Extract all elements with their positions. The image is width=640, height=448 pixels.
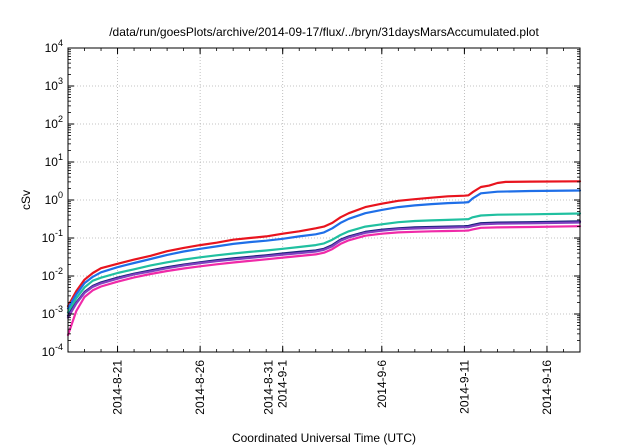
series-line-1	[66, 180, 582, 308]
x-tick-label: 2014-8-21	[111, 360, 125, 415]
y-tick-label: 103	[45, 76, 63, 93]
grid	[68, 48, 580, 352]
y-tick-label: 10-1	[42, 228, 63, 245]
y-tick-label: 10-2	[42, 266, 63, 283]
chart-title: /data/run/goesPlots/archive/2014-09-17/f…	[109, 25, 539, 39]
x-tick-label: 2014-9-1	[276, 360, 290, 408]
x-tick-label: 2014-8-26	[193, 360, 207, 415]
series-line-5	[66, 221, 582, 319]
x-tick-label: 2014-9-16	[540, 360, 554, 415]
series-group	[66, 180, 582, 337]
axes: 10-4 10-3 10-2 10-1 100 101 102 103 104 2014-8-21…	[42, 38, 581, 415]
y-tick-label: 102	[45, 114, 63, 131]
x-tick-label: 2014-9-11	[457, 360, 471, 414]
y-tick-label: 101	[45, 152, 63, 169]
x-tick-label: 2014-9-6	[375, 360, 389, 408]
series-line-2	[66, 189, 582, 310]
y-tick-label: 104	[45, 38, 63, 55]
x-axis-label: Coordinated Universal Time (UTC)	[232, 431, 416, 445]
y-tick-label: 10-4	[42, 342, 63, 359]
y-tick-label: 100	[45, 190, 63, 207]
series-line-6	[66, 225, 582, 337]
series-line-3	[66, 212, 582, 314]
x-tick-label: 2014-8-31	[262, 360, 276, 415]
y-axis-label: cSv	[19, 190, 33, 210]
y-tick-label: 10-3	[42, 304, 63, 321]
